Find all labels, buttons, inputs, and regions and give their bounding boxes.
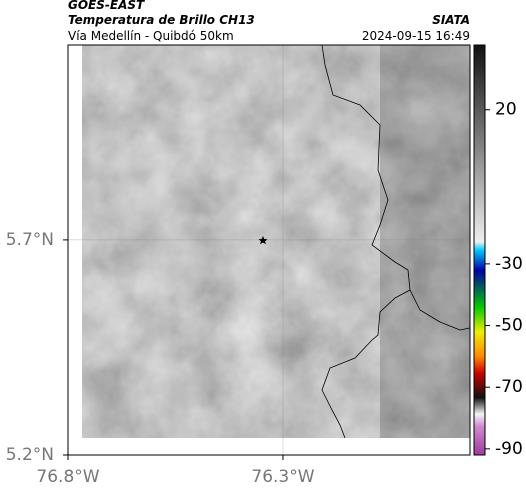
map-frame <box>67 44 471 456</box>
x-tick-label: 76.8°W <box>36 467 99 487</box>
x-tick-label: 76.3°W <box>251 467 314 487</box>
source: GOES-EAST <box>68 0 145 12</box>
colorbar-tick-label: 20 <box>495 100 517 120</box>
y-tick-label: 5.7°N <box>6 230 54 250</box>
station-marker <box>258 236 268 245</box>
imagery <box>82 45 470 438</box>
y-tick-label: 5.2°N <box>6 445 54 465</box>
brand: SIATA <box>432 13 470 27</box>
brightness-image <box>82 45 470 438</box>
dark-region <box>380 45 470 438</box>
colorbar <box>473 44 486 456</box>
borders <box>321 44 471 439</box>
colorbar-tick-label: -90 <box>495 439 523 459</box>
title: Temperatura de Brillo CH13 <box>68 13 255 27</box>
colorbar-tick-label: -30 <box>495 254 523 274</box>
colorbar-tick-label: -50 <box>495 316 523 336</box>
subtitle: Vía Medellín - Quibdó 50km <box>68 29 234 43</box>
timestamp: 2024-09-15 16:49 <box>362 29 470 43</box>
colorbar-tick-label: -70 <box>495 377 523 397</box>
